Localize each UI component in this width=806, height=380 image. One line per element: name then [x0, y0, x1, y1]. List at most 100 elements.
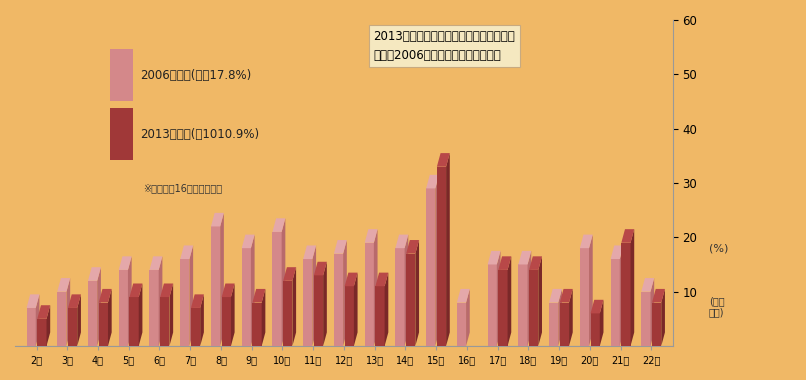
Polygon shape [345, 272, 358, 286]
Polygon shape [457, 289, 470, 302]
Polygon shape [374, 229, 377, 346]
Polygon shape [57, 278, 70, 291]
Polygon shape [437, 167, 446, 346]
Text: 2006年調査(平冑17.8%): 2006年調査(平冑17.8%) [140, 69, 251, 82]
Polygon shape [354, 272, 358, 346]
Polygon shape [538, 256, 542, 346]
Polygon shape [642, 291, 650, 346]
Polygon shape [406, 253, 415, 346]
Polygon shape [630, 229, 634, 346]
Polygon shape [77, 294, 81, 346]
Polygon shape [99, 289, 112, 302]
Polygon shape [251, 234, 255, 346]
Polygon shape [118, 256, 131, 270]
FancyBboxPatch shape [110, 49, 134, 101]
Polygon shape [405, 234, 409, 346]
Polygon shape [35, 294, 39, 346]
Polygon shape [242, 248, 251, 346]
Polygon shape [364, 229, 377, 243]
Polygon shape [323, 262, 327, 346]
Polygon shape [283, 281, 293, 346]
Polygon shape [496, 251, 501, 346]
Polygon shape [600, 300, 604, 346]
Polygon shape [611, 245, 624, 259]
Polygon shape [130, 297, 139, 346]
Polygon shape [252, 289, 265, 302]
Polygon shape [611, 259, 620, 346]
Polygon shape [160, 297, 169, 346]
Polygon shape [262, 289, 265, 346]
Polygon shape [181, 245, 193, 259]
Polygon shape [528, 251, 531, 346]
Polygon shape [128, 256, 131, 346]
Polygon shape [211, 226, 220, 346]
Polygon shape [621, 229, 634, 243]
Polygon shape [303, 259, 313, 346]
Polygon shape [589, 234, 592, 346]
Polygon shape [231, 283, 235, 346]
Polygon shape [37, 305, 50, 319]
Polygon shape [591, 314, 600, 346]
Polygon shape [376, 286, 384, 346]
Polygon shape [88, 267, 101, 281]
Polygon shape [529, 270, 538, 346]
Polygon shape [252, 302, 262, 346]
Polygon shape [652, 302, 661, 346]
Polygon shape [181, 259, 189, 346]
Polygon shape [466, 289, 470, 346]
Polygon shape [139, 283, 143, 346]
Polygon shape [560, 302, 569, 346]
Polygon shape [661, 289, 665, 346]
Polygon shape [396, 234, 409, 248]
Polygon shape [396, 248, 405, 346]
Text: (%): (%) [709, 243, 729, 253]
Text: ※経験年数16年までを対象: ※経験年数16年までを対象 [143, 183, 222, 193]
Polygon shape [189, 245, 193, 346]
Polygon shape [98, 267, 101, 346]
Polygon shape [220, 213, 224, 346]
Polygon shape [66, 278, 70, 346]
Polygon shape [426, 188, 435, 346]
Text: 2013年では産婦人科を辞める女性医師の
割合は2006年年に比べて減っている: 2013年では産婦人科を辞める女性医師の 割合は2006年年に比べて減っている [373, 30, 515, 62]
Polygon shape [426, 175, 439, 188]
Polygon shape [200, 294, 204, 346]
Polygon shape [549, 302, 559, 346]
Polygon shape [27, 294, 39, 308]
Polygon shape [108, 289, 112, 346]
Polygon shape [457, 302, 466, 346]
Polygon shape [652, 289, 665, 302]
Polygon shape [437, 153, 450, 167]
Polygon shape [283, 267, 296, 281]
Polygon shape [99, 302, 108, 346]
Polygon shape [68, 294, 81, 308]
Polygon shape [118, 270, 128, 346]
Polygon shape [191, 294, 204, 308]
Polygon shape [364, 243, 374, 346]
Polygon shape [569, 289, 573, 346]
Polygon shape [272, 218, 285, 232]
Polygon shape [580, 234, 592, 248]
Polygon shape [529, 256, 542, 270]
Text: 2013年調査(平1010.9%): 2013年調査(平1010.9%) [140, 128, 259, 141]
Polygon shape [149, 256, 162, 270]
Polygon shape [488, 251, 501, 264]
Polygon shape [303, 245, 316, 259]
Polygon shape [314, 276, 323, 346]
Polygon shape [343, 240, 347, 346]
Polygon shape [498, 270, 508, 346]
Text: (経験
年数): (経験 年数) [709, 296, 725, 318]
Polygon shape [498, 256, 511, 270]
Polygon shape [191, 308, 200, 346]
Polygon shape [650, 278, 654, 346]
Polygon shape [376, 272, 388, 286]
Polygon shape [130, 283, 143, 297]
Polygon shape [242, 234, 255, 248]
Polygon shape [159, 256, 162, 346]
Polygon shape [222, 283, 235, 297]
Polygon shape [37, 319, 47, 346]
Polygon shape [281, 218, 285, 346]
Polygon shape [508, 256, 511, 346]
Polygon shape [334, 253, 343, 346]
Polygon shape [435, 175, 439, 346]
Polygon shape [384, 272, 388, 346]
